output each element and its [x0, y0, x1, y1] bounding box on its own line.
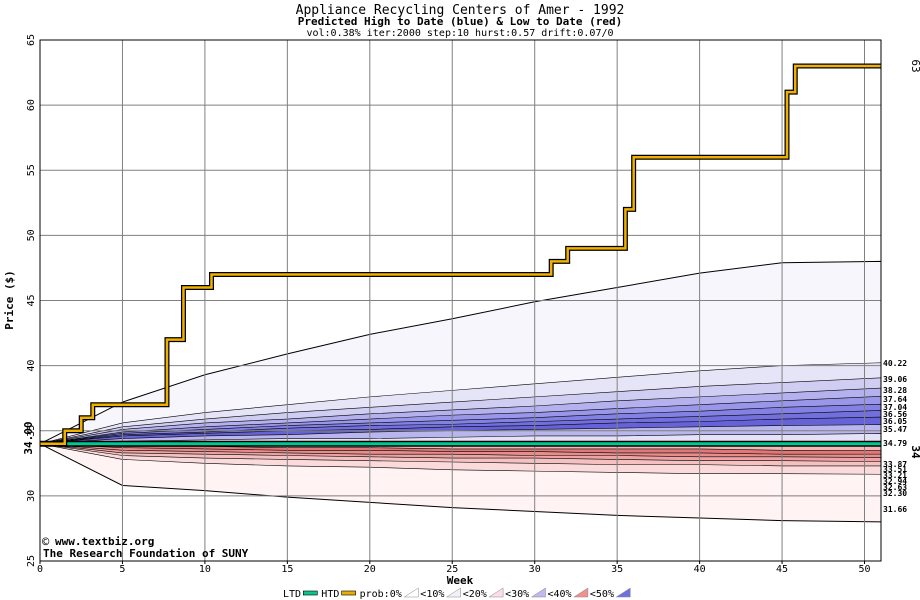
legend-swatch — [302, 590, 318, 596]
legend-swatch — [403, 587, 419, 598]
y-tick-label: 60 — [26, 99, 37, 111]
y-tick-label: 40 — [26, 360, 37, 372]
x-tick-label: 45 — [776, 564, 788, 575]
y-tick-label: 30 — [26, 490, 37, 502]
legend-swatch — [341, 590, 356, 596]
quantile-label: 32.63 — [883, 483, 907, 492]
x-tick-label: 35 — [611, 564, 623, 575]
ltd-end-label: 34 — [909, 445, 920, 459]
quantile-label: 33.51 — [883, 465, 907, 474]
legend-label: <30% — [505, 589, 529, 600]
x-tick-label: 15 — [281, 564, 293, 575]
quantile-label: 32.30 — [883, 489, 907, 498]
x-tick-label: 0 — [37, 564, 43, 575]
legend-label: <50% — [590, 589, 614, 600]
legend-label: <40% — [548, 589, 572, 600]
chart-title: Appliance Recycling Centers of Amer - 19… — [296, 3, 625, 18]
y-tick-label: 55 — [26, 164, 37, 176]
credit-org: The Research Foundation of SUNY — [43, 547, 249, 560]
legend: LTD HTD prob:0% <10% <20% <30% <40% <50% — [283, 587, 631, 600]
y-tick-label: 45 — [26, 294, 37, 306]
quantile-label: 37.04 — [883, 403, 907, 412]
quantile-label: 36.56 — [883, 410, 907, 419]
legend-label: LTD — [283, 589, 301, 600]
x-tick-label: 5 — [119, 564, 125, 575]
chart-subtitle: Predicted High to Date (blue) & Low to D… — [298, 15, 623, 28]
chart-params: vol:0.38% iter:2000 step:10 hurst:0.57 d… — [306, 28, 613, 39]
y-tick-label: 35 — [26, 425, 37, 437]
htd-end-label: 63 — [909, 59, 920, 72]
quantile-label: 32.94 — [883, 477, 907, 486]
x-tick-label: 50 — [858, 564, 870, 575]
legend-label: <10% — [420, 589, 444, 600]
legend-swatch — [615, 587, 631, 598]
legend-swatch — [445, 587, 461, 598]
quantile-label: 34.79 — [883, 439, 907, 448]
quantile-label: 33.87 — [883, 460, 907, 469]
quantile-label: 39.06 — [883, 375, 907, 384]
credit-url: www.textbiz.org — [55, 535, 154, 548]
x-tick-label: 40 — [694, 564, 706, 575]
quantile-label: 31.66 — [883, 505, 907, 514]
x-tick-label: 25 — [446, 564, 458, 575]
quantile-label: 36.05 — [883, 417, 907, 426]
quantile-label: 37.64 — [883, 395, 907, 404]
legend-swatch — [530, 587, 546, 598]
x-tick-label: 10 — [199, 564, 211, 575]
y-tick-label: 50 — [26, 229, 37, 241]
y-tick-label: 25 — [26, 555, 37, 567]
quantile-label: 33.21 — [883, 471, 907, 480]
x-axis-label: Week — [447, 574, 474, 587]
legend-label: prob:0% — [360, 589, 402, 600]
plot-frame — [39, 39, 882, 562]
legend-label: <20% — [463, 589, 487, 600]
y-axis-label: Price ($) — [3, 270, 16, 330]
htd-line — [40, 64, 881, 446]
quantile-label: 35.47 — [883, 425, 907, 434]
y-tick-label: 65 — [26, 34, 37, 46]
x-tick-label: 20 — [364, 564, 376, 575]
quantile-label: 38.28 — [883, 386, 907, 395]
legend-label: HTD — [321, 589, 339, 600]
copyright-icon: © — [42, 535, 50, 549]
start-value-label: 34.00 — [22, 421, 35, 454]
legend-swatch — [573, 587, 589, 598]
quantile-label: 40.22 — [883, 359, 907, 368]
legend-swatch — [488, 587, 504, 598]
x-tick-label: 30 — [529, 564, 541, 575]
